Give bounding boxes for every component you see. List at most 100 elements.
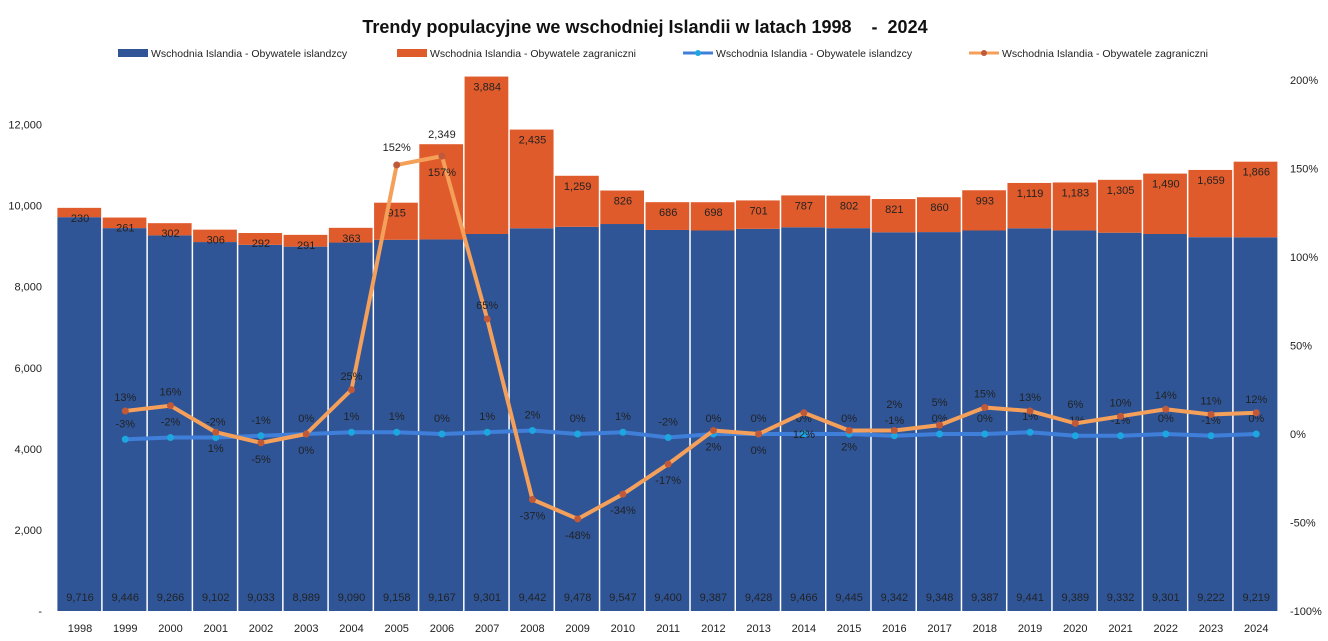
- line-label: 157%: [428, 167, 456, 179]
- bar-label-foreign: 698: [704, 207, 722, 219]
- line-marker: [1026, 407, 1034, 415]
- x-tick-label: 2016: [882, 623, 906, 635]
- line-marker: [167, 434, 175, 442]
- line-label: 2%: [705, 441, 721, 453]
- bar-label-foreign: 1,490: [1152, 179, 1180, 191]
- legend-label: Wschodnia Islandia - Obywatele zagranicz…: [430, 48, 636, 60]
- y-right-tick-label: 50%: [1290, 341, 1312, 353]
- line-marker: [1117, 432, 1125, 440]
- line-label: 65%: [476, 300, 498, 312]
- bar-label-islandic: 9,219: [1243, 592, 1271, 604]
- bar-foreign: [328, 227, 373, 243]
- bar-islandic: [871, 232, 916, 611]
- line-marker: [936, 430, 944, 438]
- line-label: 0%: [751, 445, 767, 457]
- line-label: -3%: [115, 418, 135, 430]
- bar-islandic: [102, 228, 147, 611]
- bar-islandic: [509, 228, 554, 611]
- legend-label: Wschodnia Islandia - Obywatele islandzcy: [716, 48, 913, 60]
- line-label: -34%: [610, 505, 636, 517]
- line-label: 13%: [114, 392, 136, 404]
- bar-foreign: [916, 197, 961, 233]
- x-tick-label: 2004: [339, 623, 363, 635]
- bar-label-islandic: 9,348: [926, 592, 954, 604]
- x-tick-label: 2001: [204, 623, 228, 635]
- line-label: 5%: [932, 397, 948, 409]
- y-left-tick-label: 8,000: [14, 282, 42, 294]
- line-marker: [800, 430, 808, 438]
- y-left-tick-label: -: [38, 606, 42, 618]
- bar-label-islandic: 9,342: [881, 592, 909, 604]
- bar-label-foreign: 291: [297, 240, 315, 252]
- bar-islandic: [147, 235, 192, 612]
- line-label: 0%: [977, 413, 993, 425]
- line-marker: [212, 434, 220, 442]
- bar-islandic: [1233, 237, 1278, 611]
- bar-islandic: [464, 233, 509, 612]
- x-tick-label: 2013: [746, 623, 770, 635]
- x-tick-label: 1998: [68, 623, 92, 635]
- x-tick-label: 2018: [973, 623, 997, 635]
- x-tick-label: 2015: [837, 623, 861, 635]
- bar-foreign: [555, 175, 599, 227]
- line-marker: [528, 495, 536, 503]
- axes: 1998 1999 2000 2001 2002 2003 2004 2005 2006 2007…: [8, 75, 1322, 635]
- line-label: -2%: [161, 417, 181, 429]
- bar-foreign: [102, 217, 147, 229]
- x-tick-label: 2020: [1063, 623, 1087, 635]
- line-label: -1%: [1201, 415, 1221, 427]
- line-label: 1%: [344, 411, 360, 423]
- bar-foreign: [871, 199, 916, 233]
- bar-label-islandic: 9,716: [66, 592, 94, 604]
- line-islandic: [125, 428, 1257, 442]
- line-marker: [936, 421, 944, 429]
- bar-islandic: [600, 224, 645, 611]
- bar-label-foreign: 993: [976, 195, 994, 207]
- line-marker: [1162, 430, 1170, 438]
- legend-marker: [981, 50, 987, 56]
- x-tick-label: 2021: [1108, 623, 1132, 635]
- bar-islandic: [419, 239, 464, 611]
- bar-label-foreign: 686: [659, 207, 677, 219]
- y-right-tick-label: 100%: [1290, 252, 1318, 264]
- line-label: 0%: [705, 413, 721, 425]
- line-marker: [212, 428, 220, 436]
- bar-label-islandic: 9,332: [1107, 592, 1135, 604]
- line-label: 0%: [1158, 413, 1174, 425]
- bar-islandic: [826, 228, 871, 611]
- line-label: 0%: [751, 413, 767, 425]
- line-marker: [347, 428, 355, 436]
- x-tick-label: 2008: [520, 623, 544, 635]
- bar-label-islandic: 9,158: [383, 592, 411, 604]
- line-marker: [981, 430, 989, 438]
- line-label: 13%: [1019, 392, 1041, 404]
- line-label: -5%: [251, 454, 271, 466]
- x-tick-label: 2011: [656, 623, 680, 635]
- bar-label-foreign: 826: [614, 196, 632, 208]
- bar-foreign: [1143, 173, 1187, 234]
- legend-label: Wschodnia Islandia - Obywatele zagranicz…: [1002, 48, 1208, 60]
- bar-islandic: [1188, 237, 1233, 612]
- line-marker: [1252, 430, 1260, 438]
- bar-foreign: [193, 229, 237, 243]
- bar-foreign: [1097, 179, 1142, 233]
- bar-label-foreign: 2,435: [519, 135, 547, 147]
- bar-label-foreign: 915: [388, 208, 406, 220]
- line-label: 152%: [383, 142, 411, 154]
- line-marker: [709, 426, 717, 434]
- line-marker: [1117, 412, 1125, 420]
- bar-foreign: [826, 195, 871, 229]
- x-tick-label: 2005: [384, 623, 408, 635]
- x-tick-label: 2017: [927, 623, 951, 635]
- x-tick-label: 1999: [113, 623, 137, 635]
- bar-islandic: [736, 228, 780, 611]
- legend: Wschodnia Islandia - Obywatele islandzcy…: [118, 48, 1208, 60]
- bar-islandic: [193, 242, 237, 611]
- line-marker: [574, 430, 582, 438]
- bar-label-islandic: 9,478: [564, 592, 592, 604]
- line-marker: [1252, 409, 1260, 417]
- bar-label-islandic: 9,033: [247, 592, 275, 604]
- x-tick-label: 2000: [158, 623, 182, 635]
- line-label: 0%: [1248, 413, 1264, 425]
